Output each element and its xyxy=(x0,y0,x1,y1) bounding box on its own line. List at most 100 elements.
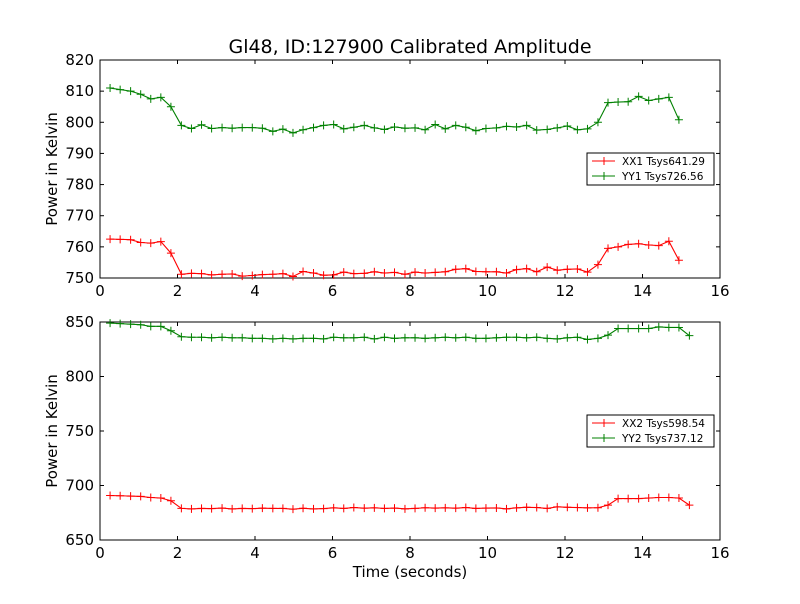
bottom-series-1-point xyxy=(644,324,653,333)
bottom-series-1-point xyxy=(674,323,683,332)
top-series-1-point xyxy=(624,97,633,106)
bottom-y-tick-label: 750 xyxy=(65,422,94,440)
bottom-series-0-point xyxy=(512,503,521,512)
top-x-tick-label: 10 xyxy=(478,282,497,300)
top-series-1-point xyxy=(583,124,592,133)
top-series-0-point xyxy=(664,237,673,246)
bottom-series-1-point xyxy=(288,334,297,343)
top-series-1-point xyxy=(563,122,572,131)
bottom-series-1-line xyxy=(110,322,690,340)
top-series-1-point xyxy=(380,125,389,134)
bottom-series-1-point xyxy=(309,334,318,343)
top-y-tick-label: 820 xyxy=(65,51,94,69)
bottom-series-1-point xyxy=(136,320,145,329)
bottom-series-0-point xyxy=(288,505,297,514)
bottom-series-1-point xyxy=(532,333,541,342)
top-series-1-point xyxy=(339,124,348,133)
bottom-series-0-point xyxy=(197,504,206,513)
bottom-series-1-point xyxy=(411,333,420,342)
chart-title: Gl48, ID:127900 Calibrated Amplitude xyxy=(228,36,591,58)
top-series-0-point xyxy=(532,267,541,276)
bottom-series-1-point xyxy=(360,333,369,342)
top-y-tick-label: 760 xyxy=(65,238,94,256)
bottom-series-0-point xyxy=(441,503,450,512)
top-series-1-point xyxy=(197,120,206,129)
bottom-x-tick-label: 2 xyxy=(173,544,183,562)
bottom-series-0-point xyxy=(583,503,592,512)
bottom-series-0-point xyxy=(238,504,247,513)
bottom-series-1-point xyxy=(431,333,440,342)
bottom-series-1-point xyxy=(421,334,430,343)
bottom-series-0-point xyxy=(573,503,582,512)
top-series-1-point xyxy=(492,123,501,132)
bottom-series-0-point xyxy=(400,504,409,513)
bottom-series-1-point xyxy=(654,322,663,331)
bottom-legend: XX2 Tsys598.54 YY2 Tsys737.12 xyxy=(586,414,715,448)
top-series-1-point xyxy=(288,128,297,137)
bottom-series-1-point xyxy=(553,334,562,343)
top-series-0-point xyxy=(380,269,389,278)
top-legend-label-0: XX1 Tsys641.29 xyxy=(622,156,705,168)
top-series-0-point xyxy=(218,270,227,279)
bottom-series-0-point xyxy=(451,504,460,513)
top-series-0-point xyxy=(481,267,490,276)
top-series-1-point xyxy=(136,90,145,99)
top-series-0-point xyxy=(583,268,592,277)
top-series-1-point xyxy=(553,123,562,132)
top-series-0-point xyxy=(156,237,165,246)
bottom-series-1-point xyxy=(451,333,460,342)
top-series-1-point xyxy=(126,87,135,96)
top-series-1-point xyxy=(278,125,287,134)
bottom-series-0-point xyxy=(411,504,420,513)
bottom-y-tick-label: 800 xyxy=(65,368,94,386)
bottom-legend-marker-1 xyxy=(600,434,608,442)
bottom-x-tick-label: 14 xyxy=(633,544,652,562)
top-series-0-point xyxy=(339,268,348,277)
bottom-series-1-point xyxy=(146,322,155,331)
top-series-1-point xyxy=(258,124,267,133)
top-x-tick-label: 8 xyxy=(405,282,415,300)
top-series-1-point xyxy=(400,124,409,133)
top-series-1-point xyxy=(512,122,521,131)
top-series-1-point xyxy=(228,124,237,133)
bottom-series-0-point xyxy=(421,503,430,512)
top-series-0-point xyxy=(634,239,643,248)
bottom-series-1-point xyxy=(380,333,389,342)
top-series-0-point xyxy=(136,238,145,247)
top-series-0-point xyxy=(238,272,247,281)
top-series-1-point xyxy=(248,123,257,132)
bottom-legend-label-0: XX2 Tsys598.54 xyxy=(622,418,705,430)
bottom-series-0-point xyxy=(604,501,613,510)
bottom-series-0-point xyxy=(380,504,389,513)
bottom-series-0-point xyxy=(106,491,115,500)
bottom-series-1-point xyxy=(166,326,175,335)
bottom-series-1-point xyxy=(106,319,115,328)
bottom-series-1-point xyxy=(126,320,135,329)
bottom-series-0-point xyxy=(136,492,145,501)
top-series-1-point xyxy=(319,121,328,130)
top-series-1-point xyxy=(349,123,358,132)
top-series-1-point xyxy=(370,123,379,132)
top-series-1-point xyxy=(522,121,531,130)
top-series-0-point xyxy=(126,235,135,244)
top-series-0-point xyxy=(187,269,196,278)
top-series-1-point xyxy=(390,122,399,131)
top-series-1-point xyxy=(309,123,318,132)
bottom-series-0-point xyxy=(502,504,511,513)
bottom-series-0-point xyxy=(349,503,358,512)
top-series-0-point xyxy=(563,265,572,274)
top-series-0-point xyxy=(177,270,186,279)
top-series-0-point xyxy=(614,242,623,251)
bottom-series-1-point xyxy=(664,323,673,332)
bottom-series-1-point xyxy=(339,333,348,342)
top-x-tick-label: 2 xyxy=(173,282,183,300)
top-series-1-point xyxy=(166,102,175,111)
top-series-0-point xyxy=(461,264,470,273)
bottom-series-1-point xyxy=(624,324,633,333)
bottom-series-1-point xyxy=(268,334,277,343)
bottom-series-1-point xyxy=(593,334,602,343)
top-legend-marker-0 xyxy=(600,157,608,165)
top-series-1-point xyxy=(106,84,115,93)
